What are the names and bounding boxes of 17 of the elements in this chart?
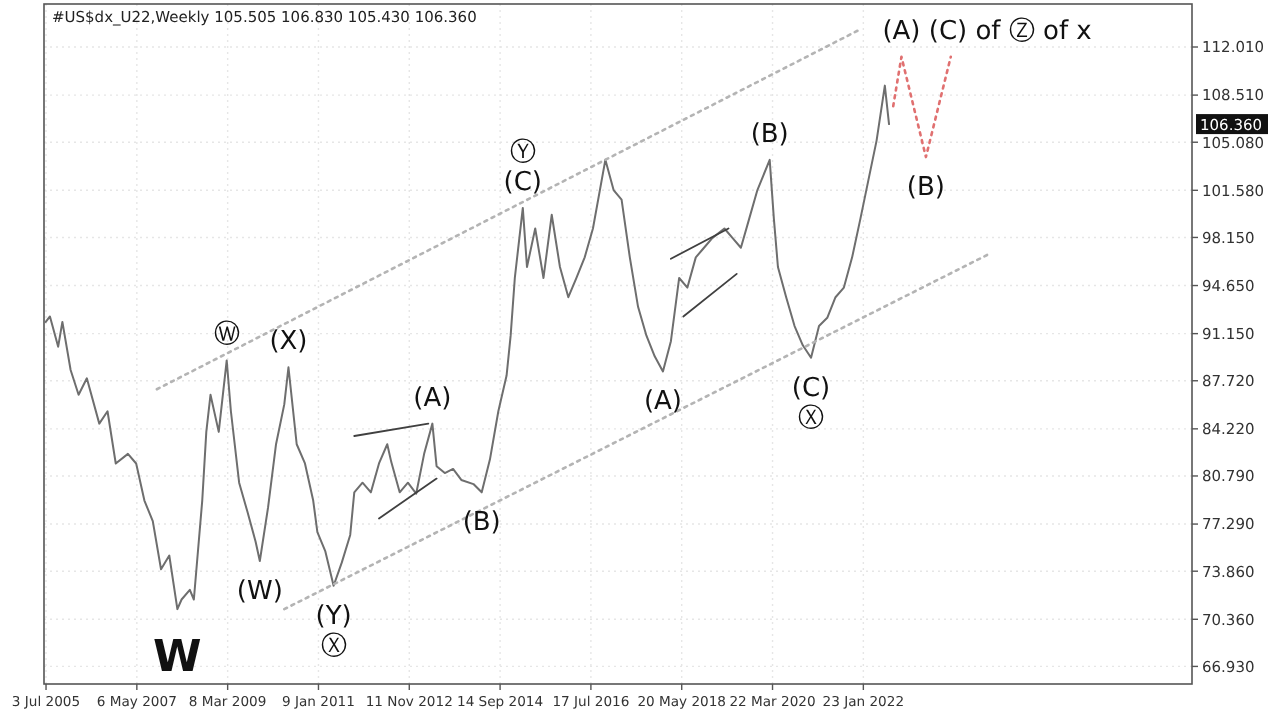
annotation: (A) [413,383,452,414]
annotation: W [153,633,202,684]
annotation: Ⓨ [509,137,536,168]
annotation: (X) [269,327,308,358]
annotation: (B) [750,119,789,150]
annotation: (A) [882,16,921,47]
annotation: Ⓦ [213,320,240,351]
annotation: (Y) [315,601,352,632]
annotation: (W) [236,577,283,608]
annotation: Ⓧ [798,403,825,434]
annotation: (B) [906,173,945,204]
annotation: (C) [503,167,543,198]
annotation: Ⓧ [320,631,347,662]
annotation: (C) [791,373,831,404]
annotation: (B) [462,508,501,539]
annotation: (A) [643,387,682,418]
annotation: (C) of Ⓩ of x [928,16,1093,47]
